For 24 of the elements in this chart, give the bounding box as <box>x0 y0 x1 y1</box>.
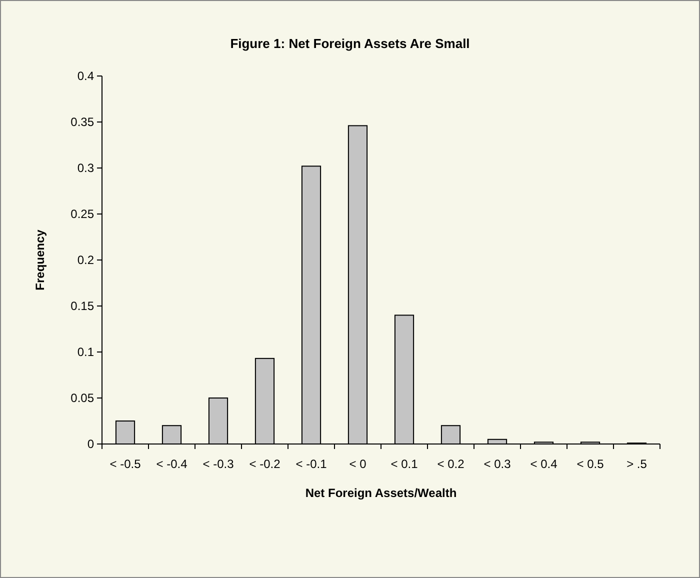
x-tick-label: < 0.5 <box>576 457 604 471</box>
chart-title: Figure 1: Net Foreign Assets Are Small <box>230 36 470 51</box>
y-tick-label: 0.4 <box>77 69 94 84</box>
x-tick-label: < -0.4 <box>156 457 188 471</box>
x-tick-label: < 0 <box>349 457 367 471</box>
x-tick-label: < 0.1 <box>390 457 418 471</box>
y-tick-label: 0.1 <box>77 345 94 360</box>
x-tick-label: < -0.2 <box>249 457 281 471</box>
x-tick-label: < -0.1 <box>296 457 328 471</box>
y-axis-title: Frequency <box>33 229 47 290</box>
x-tick-label: < 0.3 <box>484 457 512 471</box>
y-tick-label: 0.15 <box>70 299 94 314</box>
y-tick-label: 0 <box>87 437 94 452</box>
x-axis-title: Net Foreign Assets/Wealth <box>305 486 457 500</box>
x-tick-label: < 0.4 <box>530 457 558 471</box>
y-tick-label: 0.35 <box>70 115 94 130</box>
x-tick-label: < -0.5 <box>110 457 142 471</box>
x-tick-label: < -0.3 <box>202 457 234 471</box>
x-tick-label: < 0.2 <box>437 457 465 471</box>
x-tick-label: > .5 <box>626 457 648 471</box>
y-tick-label: 0.25 <box>70 207 94 222</box>
y-tick-label: 0.05 <box>70 391 94 406</box>
y-tick-label: 0.3 <box>77 161 94 176</box>
y-tick-label: 0.2 <box>77 253 94 268</box>
